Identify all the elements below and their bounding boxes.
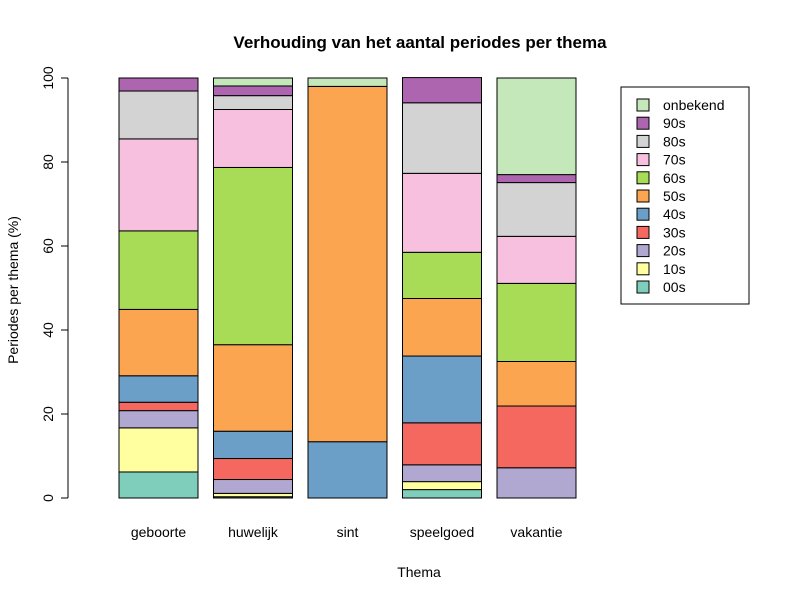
- bar-segment-speelgoed-50s: [402, 298, 482, 357]
- bar-segment-geboorte-30s: [118, 401, 199, 412]
- bar-segment-huwelijk-90s: [213, 85, 293, 97]
- bar-segment-sint-40s: [307, 441, 388, 499]
- bar-segment-vakantie-70s: [496, 235, 577, 284]
- legend-swatch-70s: [636, 153, 650, 167]
- bar-segment-huwelijk-60s: [213, 166, 293, 346]
- x-tick-label-sint: sint: [337, 524, 359, 540]
- bar-segment-huwelijk-80s: [213, 95, 293, 110]
- legend-label-30s: 30s: [663, 224, 686, 240]
- bar-segment-huwelijk-40s: [213, 430, 293, 460]
- bar-segment-geboorte-00s: [118, 471, 199, 499]
- bar-segment-vakantie-60s: [496, 282, 577, 363]
- bar-segment-speelgoed-20s: [402, 464, 482, 483]
- legend-swatch-40s: [636, 207, 650, 221]
- bar-segment-geboorte-20s: [118, 410, 199, 429]
- legend-label-40s: 40s: [663, 206, 686, 222]
- legend-swatch-60s: [636, 171, 650, 185]
- bar-segment-vakantie-90s: [496, 174, 577, 184]
- bar-segment-vakantie-20s: [496, 467, 577, 499]
- x-tick-label-speelgoed: speelgoed: [410, 524, 475, 540]
- bar-segment-geboorte-10s: [118, 427, 199, 473]
- legend-swatch-onbekend: [636, 98, 650, 112]
- bar-segment-speelgoed-60s: [402, 251, 482, 300]
- bar-segment-huwelijk-30s: [213, 458, 293, 481]
- legend-swatch-10s: [636, 262, 650, 276]
- y-tick-label: 60: [40, 238, 56, 254]
- bar-segment-vakantie-80s: [496, 182, 577, 237]
- bar-segment-vakantie-30s: [496, 405, 577, 469]
- y-tick-label: 80: [40, 154, 56, 170]
- bar-segment-speelgoed-00s: [402, 489, 482, 499]
- legend-label-80s: 80s: [663, 133, 686, 149]
- bar-segment-geboorte-40s: [118, 375, 199, 403]
- x-tick-labels: geboorte huwelijk sint speelgoed vakantie: [131, 524, 563, 540]
- legend-label-60s: 60s: [663, 170, 686, 186]
- x-axis-label: Thema: [397, 564, 441, 580]
- bar-segment-geboorte-80s: [118, 90, 199, 140]
- bar-segment-huwelijk-onbekend: [213, 77, 293, 87]
- y-axis: 0 20 40 60 80 100: [40, 66, 69, 502]
- bar-segment-sint-50s: [307, 85, 388, 443]
- bar-segment-speelgoed-90s: [402, 77, 482, 104]
- bar-segment-speelgoed-30s: [402, 422, 482, 466]
- bar-segment-vakantie-50s: [496, 361, 577, 407]
- chart-title: Verhouding van het aantal periodes per t…: [233, 33, 607, 52]
- x-tick-label-vakantie: vakantie: [510, 524, 562, 540]
- bar-segment-speelgoed-80s: [402, 102, 482, 174]
- bar-segment-huwelijk-10s: [213, 492, 293, 498]
- y-tick-label: 20: [40, 406, 56, 422]
- bar-segment-huwelijk-20s: [213, 479, 293, 494]
- bar-segment-geboorte-50s: [118, 308, 199, 377]
- bar-segment-speelgoed-40s: [402, 355, 482, 424]
- y-tick-label: 0: [40, 494, 56, 502]
- legend-label-00s: 00s: [663, 279, 686, 295]
- bar-segment-geboorte-70s: [118, 138, 199, 232]
- bar-segment-sint-onbekend: [307, 77, 388, 87]
- legend-label-70s: 70s: [663, 152, 686, 168]
- bar-segment-geboorte-60s: [118, 230, 199, 310]
- legend-label-50s: 50s: [663, 188, 686, 204]
- x-tick-label-geboorte: geboorte: [131, 524, 186, 540]
- y-tick-label: 40: [40, 322, 56, 338]
- bars-group: [118, 77, 577, 499]
- legend-swatch-20s: [636, 244, 650, 258]
- bar-segment-huwelijk-70s: [213, 109, 293, 168]
- legend-swatch-80s: [636, 134, 650, 148]
- bar-segment-speelgoed-10s: [402, 481, 482, 491]
- y-axis-label: Periodes per thema (%): [5, 216, 21, 364]
- y-tick-label: 100: [40, 66, 56, 90]
- bar-segment-huwelijk-50s: [213, 344, 293, 432]
- legend-label-20s: 20s: [663, 243, 686, 259]
- legend-label-90s: 90s: [663, 115, 686, 131]
- bar-segment-vakantie-onbekend: [496, 77, 577, 176]
- legend-label-onbekend: onbekend: [663, 97, 725, 113]
- bar-segment-speelgoed-70s: [402, 172, 482, 253]
- legend-label-10s: 10s: [663, 261, 686, 277]
- x-tick-label-huwelijk: huwelijk: [228, 524, 279, 540]
- legend: onbekend 90s 80s 70s 60s 50s 40s 30s 20s 10s 00s: [620, 86, 750, 305]
- legend-swatch-30s: [636, 225, 650, 239]
- legend-swatch-50s: [636, 189, 650, 203]
- legend-swatch-00s: [636, 280, 650, 294]
- legend-swatch-90s: [636, 116, 650, 130]
- bar-segment-geboorte-90s: [118, 77, 199, 92]
